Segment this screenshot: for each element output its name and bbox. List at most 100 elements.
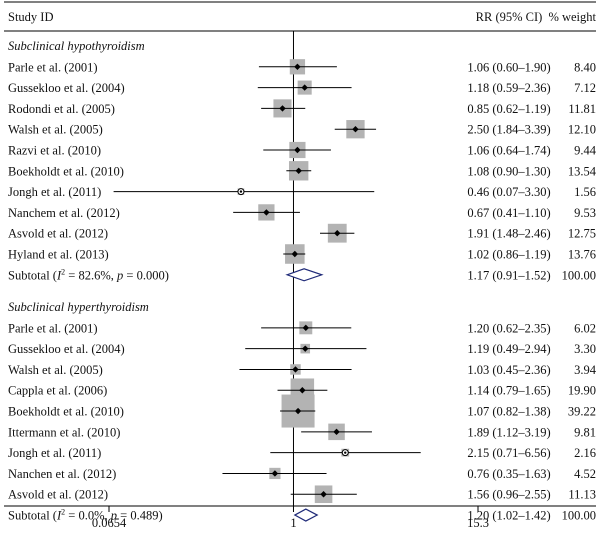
study-rr-ci: 1.18 (0.59–2.36)	[467, 81, 550, 95]
study-point-estimate	[279, 105, 286, 112]
study-point-estimate	[295, 167, 302, 174]
study-rr-ci: 0.76 (0.35–1.63)	[467, 467, 550, 481]
study-rr-ci: 0.46 (0.07–3.30)	[467, 185, 550, 199]
subtotal-label-part: =	[117, 509, 130, 523]
study-rr-ci: 0.85 (0.62–1.19)	[467, 102, 550, 116]
study-point-estimate	[294, 63, 301, 70]
study-rr-ci: 1.07 (0.82–1.38)	[467, 405, 550, 419]
study-label: Asvold et al. (2012)	[8, 488, 108, 502]
study-label: Jongh et al. (2011)	[8, 446, 101, 460]
study-point-estimate	[291, 250, 299, 258]
study-weight: 6.02	[574, 321, 596, 335]
study-point-estimate	[344, 451, 347, 454]
group-title: Subclinical hyperthyroidism	[8, 300, 149, 314]
study-weight: 9.81	[574, 425, 596, 439]
study-weight: 11.81	[568, 102, 596, 116]
study-rr-ci: 1.19 (0.49–2.94)	[467, 342, 550, 356]
column-header-rr: RR (95% CI)	[476, 10, 543, 24]
study-rr-ci: 1.06 (0.60–1.90)	[467, 60, 550, 74]
subtotal-label-part: Subtotal (	[8, 509, 57, 523]
subtotal-label-part: =	[65, 268, 78, 282]
subtotal-weight: 100.00	[562, 268, 596, 282]
study-point-estimate	[352, 126, 359, 133]
study-label: Razvi et al. (2010)	[8, 144, 101, 158]
x-axis-tick-label: 0.0654	[92, 516, 127, 530]
study-rr-ci: 1.02 (0.86–1.19)	[467, 248, 550, 262]
study-point-estimate	[333, 428, 340, 436]
study-weight: 9.44	[574, 144, 597, 158]
study-label: Nanchem et al. (2012)	[8, 206, 120, 220]
study-label: Cappla et al. (2006)	[8, 384, 107, 398]
study-rr-ci: 2.15 (0.71–6.56)	[467, 446, 550, 460]
subtotal-label-part: 0.489	[130, 509, 158, 523]
subtotal-label-part: 82.6%	[78, 268, 110, 282]
study-rr-ci: 1.89 (1.12–3.19)	[467, 425, 550, 439]
group-title: Subclinical hypothyroidism	[8, 39, 145, 53]
study-rr-ci: 1.91 (1.48–2.46)	[467, 227, 550, 241]
study-rr-ci: 1.03 (0.45–2.36)	[467, 363, 550, 377]
study-point-estimate	[302, 345, 309, 352]
study-point-estimate	[271, 470, 279, 477]
subtotal-label-part: I	[56, 509, 62, 523]
subtotal-label-part: p	[116, 268, 123, 282]
study-label: Walsh et al. (2005)	[8, 123, 103, 137]
subtotal-rr-ci: 1.17 (0.91–1.52)	[467, 268, 550, 282]
study-label: Gussekloo et al. (2004)	[8, 342, 125, 356]
study-label: Ittermann et al. (2010)	[8, 425, 120, 439]
subtotal-rr-ci: 1.20 (1.02–1.42)	[467, 509, 550, 523]
subtotal-diamond	[293, 508, 319, 522]
study-weight: 3.30	[574, 342, 596, 356]
study-rr-ci: 1.14 (0.79–1.65)	[467, 384, 550, 398]
study-rr-ci: 0.67 (0.41–1.10)	[467, 206, 550, 220]
study-rr-ci: 1.20 (0.62–2.35)	[467, 321, 550, 335]
study-rr-ci: 2.50 (1.84–3.39)	[467, 123, 550, 137]
column-header-weight: % weight	[548, 10, 596, 24]
study-rr-ci: 1.06 (0.64–1.74)	[467, 144, 550, 158]
subtotal-diamond	[285, 268, 324, 282]
study-weight: 12.10	[568, 123, 596, 137]
study-weight: 13.76	[568, 248, 596, 262]
study-label: Hyland et al. (2013)	[8, 248, 109, 262]
subtotal-label-part: ,	[105, 509, 111, 523]
study-weight: 1.56	[574, 185, 596, 199]
study-point-estimate	[263, 209, 270, 216]
study-point-estimate	[301, 84, 308, 91]
study-point-estimate	[294, 407, 302, 415]
study-label: Parle et al. (2001)	[8, 60, 98, 74]
study-rr-ci: 1.56 (0.96–2.55)	[467, 488, 550, 502]
study-weight: 3.94	[574, 363, 597, 377]
subtotal-label-part: 0.000	[137, 268, 165, 282]
subtotal-label-part: )	[165, 268, 169, 282]
study-weight: 11.13	[568, 488, 596, 502]
subtotal-weight: 100.00	[562, 509, 596, 523]
study-weight: 8.40	[574, 60, 596, 74]
study-weight: 2.16	[574, 446, 596, 460]
study-point-estimate	[302, 324, 310, 332]
study-weight: 13.54	[568, 164, 597, 178]
x-axis-tick-label: 15.3	[467, 516, 489, 530]
subtotal-label-part: Subtotal (	[8, 268, 57, 282]
study-point-estimate	[292, 366, 299, 373]
study-label: Walsh et al. (2005)	[8, 363, 103, 377]
subtotal-label: Subtotal (I2 = 0.0%, p = 0.489)	[8, 508, 163, 523]
study-weight: 12.75	[568, 227, 596, 241]
study-point-estimate	[239, 190, 243, 193]
subtotal-i2-superscript: 2	[61, 267, 65, 276]
study-label: Jongh et al. (2011)	[8, 185, 101, 199]
subtotal-label-part: I	[56, 268, 62, 282]
study-label: Nanchen et al. (2012)	[8, 467, 116, 481]
study-weight: 4.52	[574, 467, 596, 481]
study-label: Parle et al. (2001)	[8, 321, 98, 335]
x-axis-tick-label: 1	[290, 516, 296, 530]
study-point-estimate	[294, 146, 301, 154]
subtotal-i2-superscript: 2	[61, 508, 65, 517]
subtotal-label-part: )	[158, 509, 162, 523]
column-header-study: Study ID	[8, 10, 54, 24]
study-label: Boekholdt et al. (2010)	[8, 164, 124, 178]
study-weight: 39.22	[568, 405, 596, 419]
study-point-estimate	[334, 230, 341, 237]
subtotal-label-part: 0.0%	[78, 509, 104, 523]
study-rr-ci: 1.08 (0.90–1.30)	[467, 164, 550, 178]
